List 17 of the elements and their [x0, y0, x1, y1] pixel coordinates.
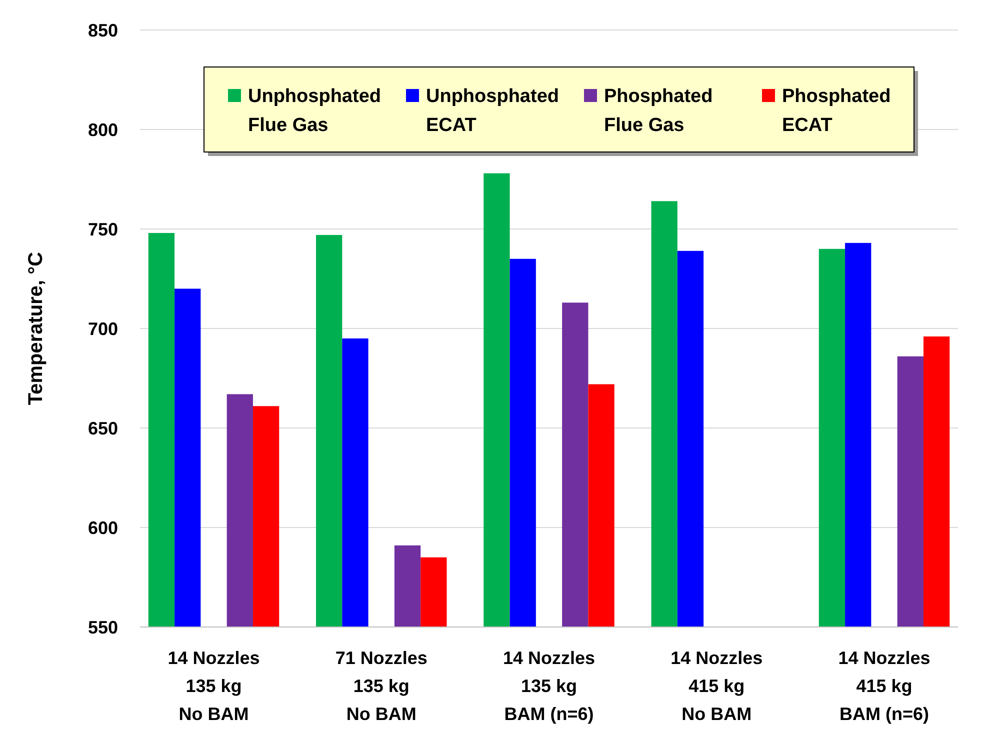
- x-tick-label: 14 Nozzles 415 kg No BAM: [670, 648, 763, 724]
- x-tick-label: 14 Nozzles 135 kg BAM (n=6): [502, 648, 596, 724]
- y-tick-label: 550: [88, 617, 118, 638]
- legend-label: Unphosphated Flue Gas: [248, 86, 381, 136]
- x-tick-label: 71 Nozzles 135 kg No BAM: [335, 648, 428, 724]
- y-tick-label: 650: [88, 418, 118, 438]
- y-tick-label: 850: [88, 20, 118, 40]
- legend-label: Phosphated ECAT: [782, 86, 891, 136]
- x-tick-label: 14 Nozzles 135 kg No BAM: [168, 648, 260, 724]
- legend-label: Unphosphated ECAT: [426, 86, 559, 136]
- y-axis-title: Temperature, °C: [25, 252, 47, 406]
- x-tick-label: 14 Nozzles 415 kg BAM (n=6): [838, 648, 930, 724]
- legend-label: Phosphated Flue Gas: [604, 86, 713, 136]
- y-tick-label: 600: [88, 518, 118, 538]
- y-tick-label: 700: [88, 318, 118, 339]
- y-tick-label: 800: [88, 120, 118, 140]
- y-tick-label: 750: [88, 219, 118, 240]
